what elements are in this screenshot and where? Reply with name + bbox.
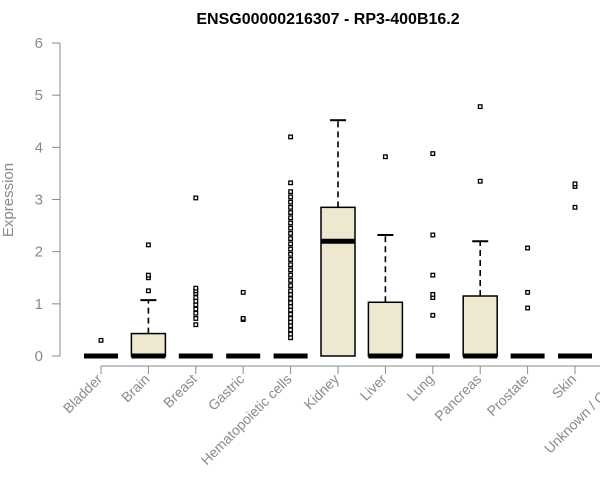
outlier-point — [288, 296, 294, 302]
x-tick-label: Bladder — [60, 371, 106, 417]
x-tick-label: Brain — [118, 371, 152, 405]
outlier-point — [525, 305, 531, 311]
outlier-point — [145, 288, 151, 294]
x-tick-label: Skin — [549, 371, 580, 402]
outlier-point — [193, 322, 199, 328]
outlier-point — [288, 300, 294, 306]
outlier-point — [288, 331, 294, 337]
x-tick-label: Lung — [404, 371, 437, 404]
x-tick-label: Liver — [357, 371, 390, 404]
outlier-point — [288, 246, 294, 252]
outlier-point — [288, 230, 294, 236]
outlier-point — [288, 262, 294, 268]
outlier-point — [288, 189, 294, 195]
x-tick-label: Hematopoietic cells — [198, 371, 295, 468]
outlier-point — [288, 277, 294, 283]
x-tick-label: Prostate — [484, 371, 532, 419]
outlier-point — [477, 178, 483, 184]
x-tick-label: Gastric — [205, 371, 248, 414]
box-body — [320, 206, 356, 357]
y-tick-label: 1 — [35, 296, 43, 313]
y-axis: 0 1 2 3 4 5 6 — [35, 35, 61, 365]
box-body — [367, 301, 404, 357]
outlier-point — [430, 232, 436, 238]
outlier-point — [288, 241, 294, 247]
x-tick-label: Breast — [160, 371, 200, 411]
outlier-point — [525, 289, 531, 295]
outlier-point — [240, 289, 246, 295]
y-axis-label: Expression — [0, 163, 17, 237]
outlier-point — [288, 288, 294, 294]
outlier-point — [288, 180, 294, 186]
outlier-point — [193, 285, 199, 291]
box-brain — [130, 242, 167, 359]
y-tick-label: 5 — [35, 87, 43, 104]
box-liver — [367, 154, 404, 359]
outlier-point — [382, 154, 388, 160]
outlier-point — [288, 194, 294, 200]
box-body — [462, 295, 498, 357]
outlier-point — [288, 225, 294, 231]
box-series — [84, 104, 592, 359]
outlier-point — [240, 315, 246, 321]
outlier-point — [145, 242, 151, 248]
y-tick-label: 4 — [35, 139, 43, 156]
outlier-point — [193, 315, 199, 321]
outlier-point — [572, 204, 578, 210]
box-body — [130, 332, 167, 357]
box-bladder — [84, 337, 118, 359]
outlier-point — [288, 236, 294, 242]
outlier-point — [288, 267, 294, 273]
outlier-point — [288, 204, 294, 210]
outlier-point — [288, 210, 294, 215]
outlier-point — [288, 134, 294, 140]
outlier-point — [288, 257, 294, 262]
outlier-point — [430, 151, 436, 157]
outlier-point — [288, 220, 294, 226]
outlier-point — [288, 199, 294, 205]
box-breast — [178, 195, 213, 359]
outlier-point — [288, 311, 294, 317]
y-tick-label: 6 — [35, 35, 43, 52]
outlier-point — [525, 245, 531, 251]
box-hematopoietic-cells — [273, 134, 308, 359]
y-tick-label: 0 — [35, 348, 43, 365]
outlier-point — [430, 272, 436, 278]
box-skin — [558, 181, 592, 359]
outlier-point — [193, 295, 199, 301]
outlier-point — [288, 327, 294, 333]
outlier-point — [145, 272, 151, 278]
box-pancreas — [462, 104, 498, 359]
y-tick-label: 2 — [35, 244, 43, 261]
outlier-point — [572, 181, 578, 187]
outlier-point — [193, 310, 199, 316]
box-kidney — [320, 119, 356, 357]
outlier-point — [288, 283, 294, 289]
outlier-point — [193, 195, 199, 201]
x-tick-label: Kidney — [301, 371, 343, 413]
outlier-point — [288, 251, 294, 257]
outlier-point — [430, 291, 436, 297]
y-tick-label: 3 — [35, 192, 43, 209]
box-lung — [415, 151, 450, 359]
outlier-point — [430, 312, 436, 318]
outlier-point — [288, 272, 294, 278]
outlier-point — [477, 104, 483, 110]
outlier-point — [98, 337, 104, 343]
outlier-point — [193, 306, 199, 312]
box-prostate — [510, 245, 545, 359]
x-tick-label: Pancreas — [431, 371, 484, 424]
outlier-point — [288, 215, 294, 221]
chart-title: ENSG00000216307 - RP3-400B16.2 — [196, 11, 459, 28]
box-gastric — [226, 289, 261, 359]
outlier-point — [288, 315, 294, 321]
